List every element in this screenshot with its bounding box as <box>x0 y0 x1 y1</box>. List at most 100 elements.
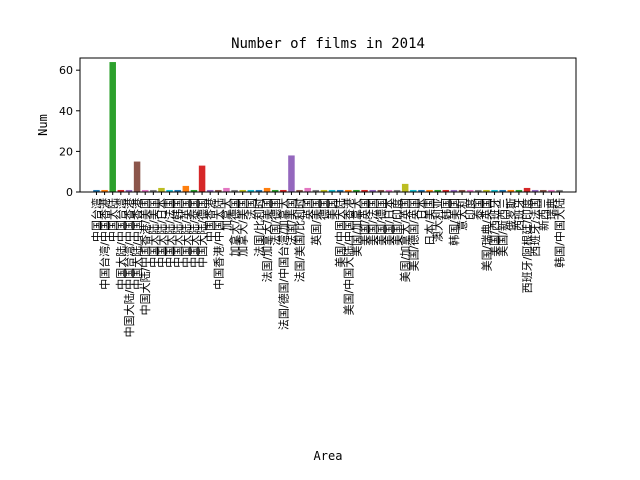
bars-group <box>93 62 563 193</box>
bar <box>239 189 246 192</box>
x-tick-label: 中国大陆/泰国 <box>187 198 201 268</box>
x-tick-label: 中国大陆/中国台湾 <box>114 198 128 290</box>
bar <box>263 187 271 192</box>
x-tick-label: 中国香港 <box>204 198 217 242</box>
bar <box>531 189 539 192</box>
x-tick-label: 美国/中国大陆/中国香港 <box>341 198 355 315</box>
bar <box>174 189 181 192</box>
bar <box>280 189 287 192</box>
y-tick-label: 60 <box>59 64 73 77</box>
bar <box>556 189 563 192</box>
x-tick-label: 美国/加拿大/英国 <box>398 198 412 282</box>
y-axis-ticks: 0 20 40 60 <box>59 64 80 199</box>
x-tick-label: 加拿大/德国 <box>228 198 242 257</box>
bar <box>255 189 263 192</box>
bar <box>304 187 311 192</box>
bar <box>166 189 173 192</box>
x-tick-label: 法国/加拿大/美国 <box>260 198 274 282</box>
x-tick-label: 美国/德国 <box>374 198 388 246</box>
x-tick-label: 瑞典 <box>544 198 558 220</box>
bar <box>206 189 214 192</box>
x-tick-label: 中国台湾 <box>89 198 103 242</box>
x-tick-label: 中国大陆/日本 <box>154 198 168 268</box>
bar <box>223 187 230 192</box>
bar <box>271 189 279 192</box>
y-tick-label: 40 <box>59 105 73 118</box>
bar <box>117 189 125 192</box>
bar <box>141 189 149 192</box>
bar <box>515 189 523 192</box>
x-tick-label: 中国台湾/中国香港 <box>98 198 112 290</box>
x-tick-label: 中国香港/中国大陆 <box>211 198 225 290</box>
x-tick-label: 澳大利亚 <box>431 198 445 242</box>
bar <box>491 189 498 192</box>
y-tick-label: 20 <box>59 145 73 158</box>
x-tick-label: 中国大陆/中国台湾/中国香港 <box>122 198 136 337</box>
x-tick-label: 英国 <box>301 198 315 220</box>
bar <box>475 189 482 192</box>
x-tick-label: 美国/英国 <box>358 198 372 246</box>
bar <box>247 189 255 192</box>
x-tick-label: 日本 <box>414 198 428 220</box>
bar <box>483 189 490 192</box>
x-tick-label: 法国/美国/比利时 <box>293 198 307 282</box>
bar <box>393 189 401 192</box>
bar <box>345 189 352 192</box>
bar <box>288 155 295 192</box>
bar <box>385 189 393 192</box>
x-tick-label: 韩国/美国 <box>447 198 461 246</box>
bar <box>548 189 555 192</box>
bar <box>353 189 360 192</box>
x-tick-label: 英国/美国 <box>309 198 323 246</box>
x-tick-label: 美国/新西兰 <box>496 198 510 257</box>
x-tick-label: 西班牙/阿根廷/印度 <box>520 198 534 293</box>
bar <box>523 187 531 192</box>
x-tick-label: 美国/中国大陆 <box>333 198 347 268</box>
bar <box>426 189 433 192</box>
bar <box>190 189 198 192</box>
bar <box>198 165 206 192</box>
bar <box>361 189 368 192</box>
x-tick-label: 中国大陆/德国 <box>195 198 209 268</box>
bar <box>93 189 100 192</box>
x-tick-label: 美国/印度 <box>390 198 404 246</box>
x-tick-label: 加拿大/美国 <box>236 198 250 257</box>
x-tick-label: 美国/法国 <box>366 198 380 246</box>
bar <box>499 189 506 192</box>
x-tick-label: 美国/德国/英国 <box>406 198 420 271</box>
bar <box>133 161 141 192</box>
x-tick-label: 中国大陆/中国香港 <box>130 198 144 290</box>
x-tick-label: 韩国 <box>439 198 453 220</box>
bar <box>125 189 133 192</box>
bar <box>410 189 417 192</box>
x-tick-label: 西班牙 <box>513 198 526 231</box>
bar <box>507 189 515 192</box>
bar <box>328 189 336 192</box>
bar <box>418 189 425 192</box>
x-tick-label: 泰国 <box>471 198 485 220</box>
x-tick-label: 美国 <box>326 198 339 220</box>
bar <box>377 189 385 192</box>
bar <box>158 187 165 192</box>
x-tick-label: 美国/瑞典/英国 <box>479 198 493 271</box>
x-tick-label: 新西兰 <box>536 198 550 231</box>
x-tick-label: 美国/日本 <box>382 198 396 246</box>
x-tick-label: 中国大陆/法国 <box>163 198 177 268</box>
bar <box>450 189 458 192</box>
y-axis-label: Num <box>36 114 50 136</box>
bar <box>109 62 116 193</box>
bar <box>442 189 450 192</box>
x-axis-ticks: 中国台湾中国台湾/中国香港中国大陆中国大陆/中国台湾中国大陆/中国台湾/中国香港… <box>89 192 567 337</box>
x-tick-label: 中国大陆 <box>106 198 120 242</box>
bar <box>215 189 222 192</box>
plot-frame <box>79 57 577 193</box>
y-tick-label: 0 <box>66 186 73 199</box>
x-tick-label: 法国/德国/中国台湾/加拿大 <box>276 198 290 330</box>
x-tick-label: 加拿大 <box>219 198 233 231</box>
chart-title: Number of films in 2014 <box>231 36 425 52</box>
bar <box>296 189 303 192</box>
bar <box>458 189 466 192</box>
x-tick-label: 中国大陆/韩国 <box>171 198 185 268</box>
bar <box>320 189 328 192</box>
